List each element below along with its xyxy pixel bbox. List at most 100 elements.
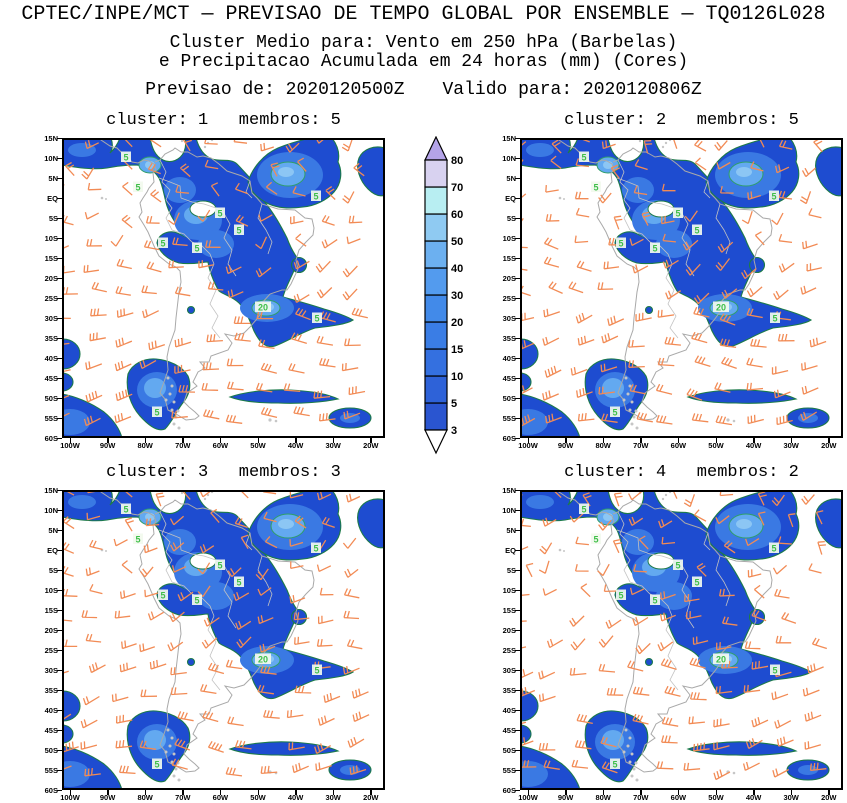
issued-time: Previsao de: 2020120500Z [145, 80, 405, 100]
lat-tick [515, 689, 520, 691]
lat-label: 55S [502, 765, 516, 775]
svg-text:5: 5 [618, 591, 623, 601]
lat-tick [57, 277, 62, 279]
lat-tick [515, 297, 520, 299]
lon-tick [527, 438, 529, 443]
colorbar-level-label: 20 [451, 317, 463, 329]
lat-label: 5S [48, 565, 58, 575]
lat-tick [57, 217, 62, 219]
valid-time: Valido para: 2020120806Z [442, 80, 702, 100]
lat-tick [515, 769, 520, 771]
lat-label: 20S [44, 625, 58, 635]
lon-label: 90W [99, 793, 116, 802]
lon-tick [602, 438, 605, 443]
lat-tick [515, 529, 520, 531]
map-frame [520, 490, 843, 790]
lat-label: 10N [502, 505, 516, 515]
lon-tick [753, 790, 755, 795]
lat-tick [515, 217, 520, 219]
lon-label: 70W [633, 793, 649, 802]
svg-text:5: 5 [313, 544, 318, 554]
map-panel-cluster-2: 5 5 5 5 5 5 5 20 5 5 [520, 138, 843, 438]
lon-label: 100W [518, 441, 538, 450]
lat-tick [57, 297, 62, 299]
lat-label: 45S [44, 373, 58, 383]
svg-text:5: 5 [135, 183, 140, 193]
lon-tick [107, 438, 109, 443]
lon-label: 20W [821, 793, 837, 802]
lon-label: 80W [595, 793, 611, 802]
dry-hole [189, 200, 217, 218]
lon-tick [640, 438, 642, 443]
contour-labels: 5 5 5 5 5 5 5 20 5 5 [579, 503, 780, 770]
lon-tick [828, 790, 830, 795]
lat-label: 35S [502, 333, 516, 343]
svg-text:5: 5 [675, 561, 680, 571]
lat-label: 10N [44, 153, 58, 163]
lat-tick [57, 749, 62, 751]
lat-tick [515, 197, 520, 199]
colorbar-level-label: 30 [451, 290, 463, 302]
lat-label: 40S [502, 353, 516, 363]
lat-label: 25S [44, 293, 58, 303]
lat-label: 15N [44, 485, 58, 495]
lat-tick [57, 417, 62, 419]
lat-label: 60S [502, 433, 516, 443]
lat-tick [515, 357, 520, 359]
lon-tick [69, 438, 71, 443]
svg-text:5: 5 [154, 760, 159, 770]
lat-tick [515, 589, 520, 591]
lat-tick [57, 769, 62, 771]
lat-tick [57, 569, 62, 571]
lat-tick [515, 137, 520, 139]
lat-tick [515, 317, 520, 319]
lat-label: 10N [502, 153, 516, 163]
lat-tick [515, 437, 520, 439]
lon-tick [69, 790, 71, 795]
lat-label: 15S [502, 605, 516, 615]
subtitle-variable-precip: e Precipitacao Acumulada em 24 horas (mm… [158, 52, 689, 72]
svg-text:5: 5 [593, 535, 598, 545]
svg-text:5: 5 [581, 505, 586, 515]
lat-label: 30S [44, 665, 58, 675]
lat-label: 5S [506, 565, 516, 575]
lon-tick [144, 790, 147, 795]
svg-text:5: 5 [771, 544, 776, 554]
lat-label: 40S [44, 353, 58, 363]
lon-tick [370, 438, 372, 443]
svg-text:5: 5 [160, 239, 165, 249]
lat-label: 50S [44, 745, 58, 755]
lat-tick [57, 549, 62, 551]
lon-tick [640, 790, 642, 795]
lat-label: 50S [502, 745, 516, 755]
colorbar-level-label: 5 [451, 398, 457, 410]
lon-tick [295, 438, 297, 443]
lat-tick [57, 377, 62, 379]
lon-tick [370, 790, 372, 795]
lon-label: 60W [670, 441, 687, 450]
map-frame [62, 138, 385, 438]
lon-label: 40W [287, 441, 304, 450]
lat-label: 55S [44, 413, 58, 423]
lat-tick [57, 609, 62, 611]
lon-tick [527, 790, 529, 795]
map-panel-cluster-3: 5 5 5 5 5 5 5 20 5 5 [62, 490, 385, 790]
lat-tick [57, 509, 62, 511]
map-svg: 5 5 5 5 5 5 5 20 5 5 [520, 490, 843, 790]
lon-tick [182, 790, 184, 795]
lon-tick [257, 438, 259, 443]
svg-text:5: 5 [694, 578, 699, 588]
colorbar-under-arrow [424, 429, 448, 455]
wind-barbs [520, 490, 827, 781]
svg-text:5: 5 [314, 314, 319, 324]
coastline [97, 490, 315, 773]
wind-barbs [62, 138, 368, 427]
lon-label: 20W [363, 441, 379, 450]
lon-label: 40W [287, 793, 304, 802]
lat-tick [515, 649, 520, 651]
lat-tick [515, 489, 520, 491]
lat-tick [57, 589, 62, 591]
svg-text:5: 5 [314, 666, 319, 676]
lat-tick [57, 317, 62, 319]
lon-label: 80W [595, 441, 611, 450]
